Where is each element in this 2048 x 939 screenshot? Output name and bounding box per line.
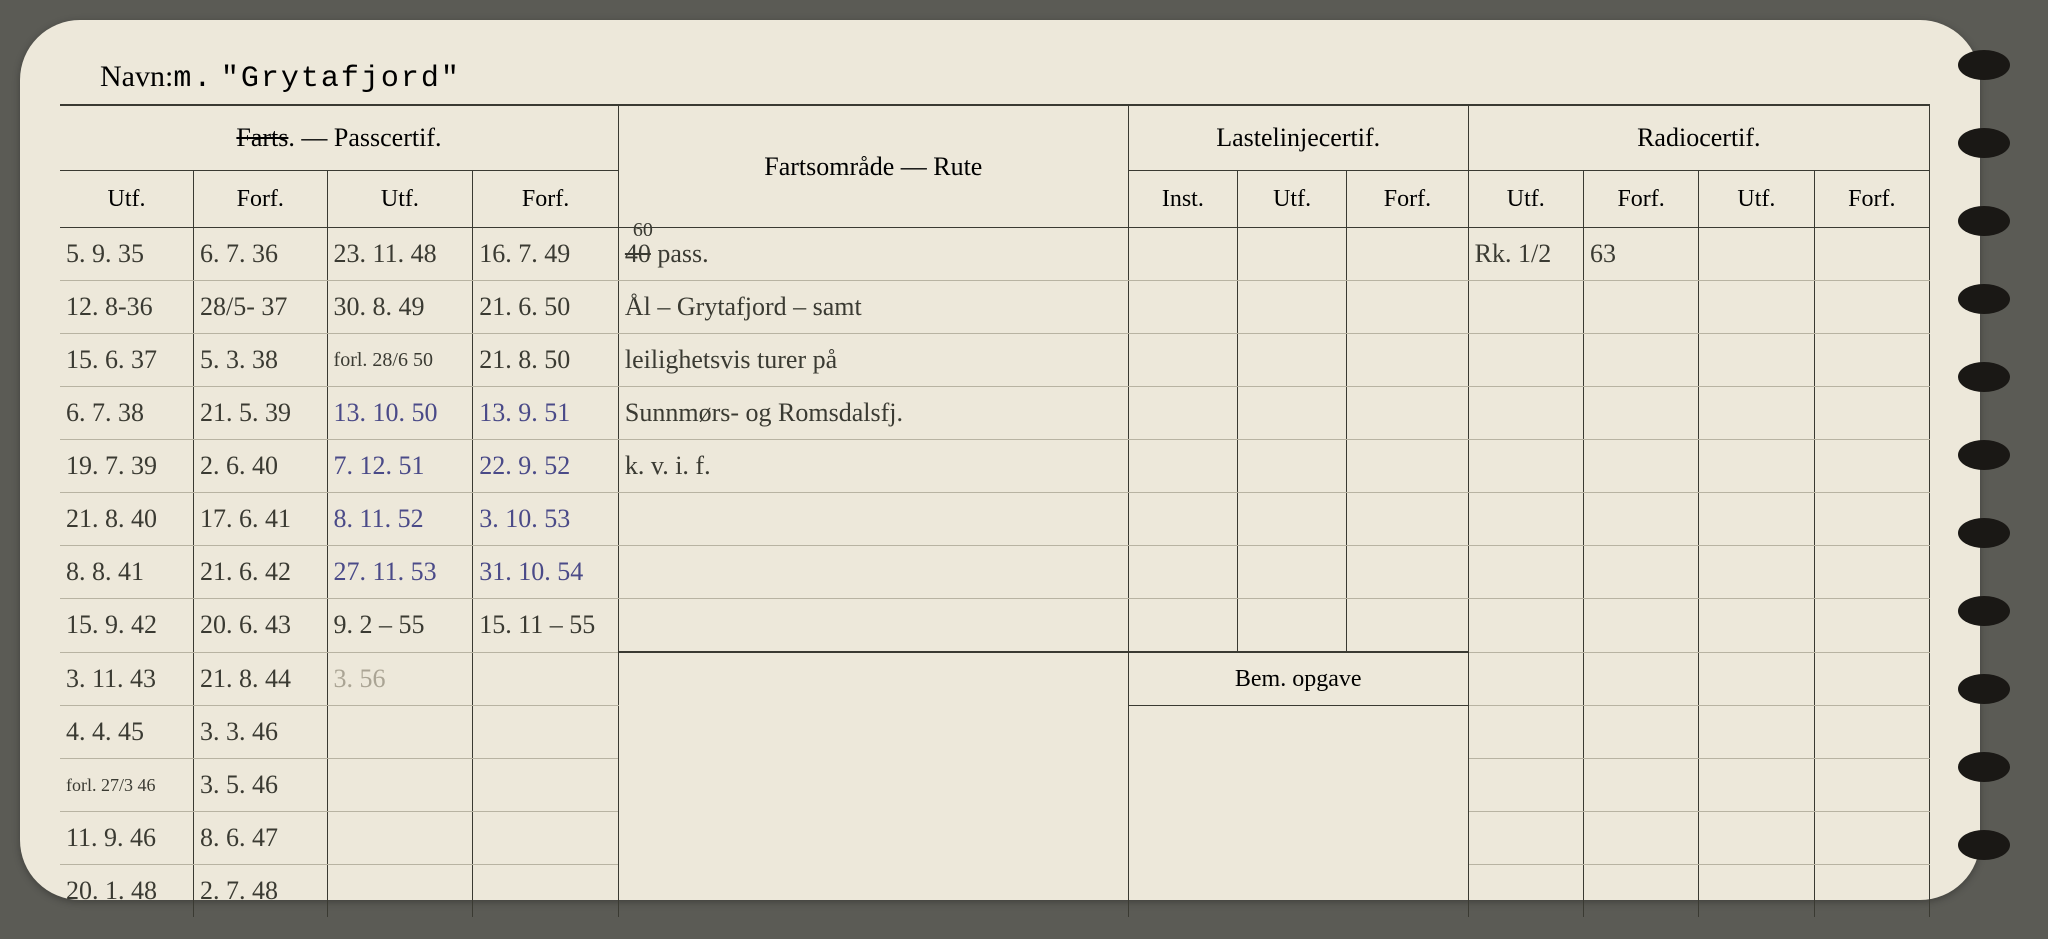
group-laste: Lastelinjecertif. [1128, 106, 1468, 171]
cell: 3. 56 [327, 652, 473, 706]
sub-utf-3: Utf. [1237, 171, 1346, 228]
bem-header: Bem. opgave [1128, 652, 1468, 706]
radio-forf: 63 [1583, 228, 1698, 281]
cell [1699, 228, 1814, 281]
cell: 9. 2 – 55 [327, 599, 473, 653]
sub-forf-3: Forf. [1347, 171, 1468, 228]
cell: 8. 6. 47 [194, 812, 328, 865]
navn-prefix: m. [173, 62, 213, 96]
cell: 6. 7. 38 [60, 387, 194, 440]
cell: 6. 7. 36 [194, 228, 328, 281]
index-card: Navn: m. "Grytafjord" Farts. — Passcerti… [20, 20, 1980, 900]
sub-utf-5: Utf. [1699, 171, 1814, 228]
group-radio: Radiocertif. [1468, 106, 1929, 171]
cell: 12. 8-36 [60, 281, 194, 334]
cell: 15. 9. 42 [60, 599, 194, 653]
table-row: 8. 8. 41 21. 6. 42 27. 11. 53 31. 10. 54 [60, 546, 1930, 599]
binder-holes [1958, 50, 2010, 860]
cell: 20. 6. 43 [194, 599, 328, 653]
cell: 3. 10. 53 [473, 493, 619, 546]
cell: 15. 11 – 55 [473, 599, 619, 653]
cell: 21. 5. 39 [194, 387, 328, 440]
sub-forf-1: Forf. [194, 171, 328, 228]
cell: 17. 6. 41 [194, 493, 328, 546]
sub-utf-4: Utf. [1468, 171, 1583, 228]
table-row: 12. 8-36 28/5- 37 30. 8. 49 21. 6. 50 Ål… [60, 281, 1930, 334]
rute-line-3: leilighetsvis turer på [618, 334, 1128, 387]
rute-l1-strike: 40 [625, 239, 651, 268]
cell: 22. 9. 52 [473, 440, 619, 493]
cell: 8. 8. 41 [60, 546, 194, 599]
table-row: 21. 8. 40 17. 6. 41 8. 11. 52 3. 10. 53 [60, 493, 1930, 546]
table-row: 15. 9. 42 20. 6. 43 9. 2 – 55 15. 11 – 5… [60, 599, 1930, 653]
cell: 30. 8. 49 [327, 281, 473, 334]
cell: 3. 5. 46 [194, 759, 328, 812]
cell: 2. 6. 40 [194, 440, 328, 493]
cell: 13. 10. 50 [327, 387, 473, 440]
table-row: 6. 7. 38 21. 5. 39 13. 10. 50 13. 9. 51 … [60, 387, 1930, 440]
sub-forf-5: Forf. [1814, 171, 1929, 228]
cell: 21. 8. 44 [194, 652, 328, 706]
group-passcertif: Farts. — Passcertif. [60, 106, 618, 171]
cell: 20. 1. 48 [60, 865, 194, 918]
group-rute: Fartsområde — Rute [618, 106, 1128, 228]
cell: 5. 3. 38 [194, 334, 328, 387]
cell [1814, 228, 1929, 281]
main-table: Farts. — Passcertif. Fartsområde — Rute … [60, 106, 1930, 917]
cell: 3. 11. 43 [60, 652, 194, 706]
rute-line-4: Sunnmørs- og Romsdalsfj. [618, 387, 1128, 440]
rute-line-1: 40 60 pass. [618, 228, 1128, 281]
cell: 11. 9. 46 [60, 812, 194, 865]
table-row: 19. 7. 39 2. 6. 40 7. 12. 51 22. 9. 52 k… [60, 440, 1930, 493]
sub-utf-1: Utf. [60, 171, 194, 228]
bem-body [1128, 706, 1468, 918]
cell [473, 652, 619, 706]
sub-inst: Inst. [1128, 171, 1237, 228]
cell: 2. 7. 48 [194, 865, 328, 918]
navn-label: Navn: [100, 60, 173, 94]
sub-forf-4: Forf. [1583, 171, 1698, 228]
rute-line-2: Ål – Grytafjord – samt [618, 281, 1128, 334]
cell: 28/5- 37 [194, 281, 328, 334]
cell: 15. 6. 37 [60, 334, 194, 387]
table-row: 5. 9. 35 6. 7. 36 23. 11. 48 16. 7. 49 4… [60, 228, 1930, 281]
rute-l1-rest: pass. [651, 239, 709, 268]
cell: 19. 7. 39 [60, 440, 194, 493]
table-row: 15. 6. 37 5. 3. 38 forl. 28/6 50 21. 8. … [60, 334, 1930, 387]
navn-line: Navn: m. "Grytafjord" [100, 60, 1930, 96]
cell: forl. 28/6 50 [327, 334, 473, 387]
table-body: 5. 9. 35 6. 7. 36 23. 11. 48 16. 7. 49 4… [60, 228, 1930, 918]
navn-value: "Grytafjord" [221, 62, 461, 96]
cell: 8. 11. 52 [327, 493, 473, 546]
rute-empty [618, 652, 1128, 917]
cell: 3. 3. 46 [194, 706, 328, 759]
radio-utf: Rk. 1/2 [1468, 228, 1583, 281]
rute-line-5: k. v. i. f. [618, 440, 1128, 493]
cell: 4. 4. 45 [60, 706, 194, 759]
cell: 7. 12. 51 [327, 440, 473, 493]
cell [1347, 228, 1468, 281]
cell: 27. 11. 53 [327, 546, 473, 599]
table-row: 3. 11. 43 21. 8. 44 3. 56 Bem. opgave [60, 652, 1930, 706]
cell: 5. 9. 35 [60, 228, 194, 281]
cell: 21. 8. 40 [60, 493, 194, 546]
cell: 16. 7. 49 [473, 228, 619, 281]
cell: 21. 6. 50 [473, 281, 619, 334]
rute-l1-above: 60 [633, 219, 653, 242]
cell: 21. 6. 42 [194, 546, 328, 599]
sub-utf-2: Utf. [327, 171, 473, 228]
cell [1128, 228, 1237, 281]
cell: forl. 27/3 46 [60, 759, 194, 812]
sub-forf-2: Forf. [473, 171, 619, 228]
cell: 21. 8. 50 [473, 334, 619, 387]
farts-strike: Farts [236, 123, 288, 152]
cell: 23. 11. 48 [327, 228, 473, 281]
cell: 13. 9. 51 [473, 387, 619, 440]
cell: 31. 10. 54 [473, 546, 619, 599]
cell [1237, 228, 1346, 281]
